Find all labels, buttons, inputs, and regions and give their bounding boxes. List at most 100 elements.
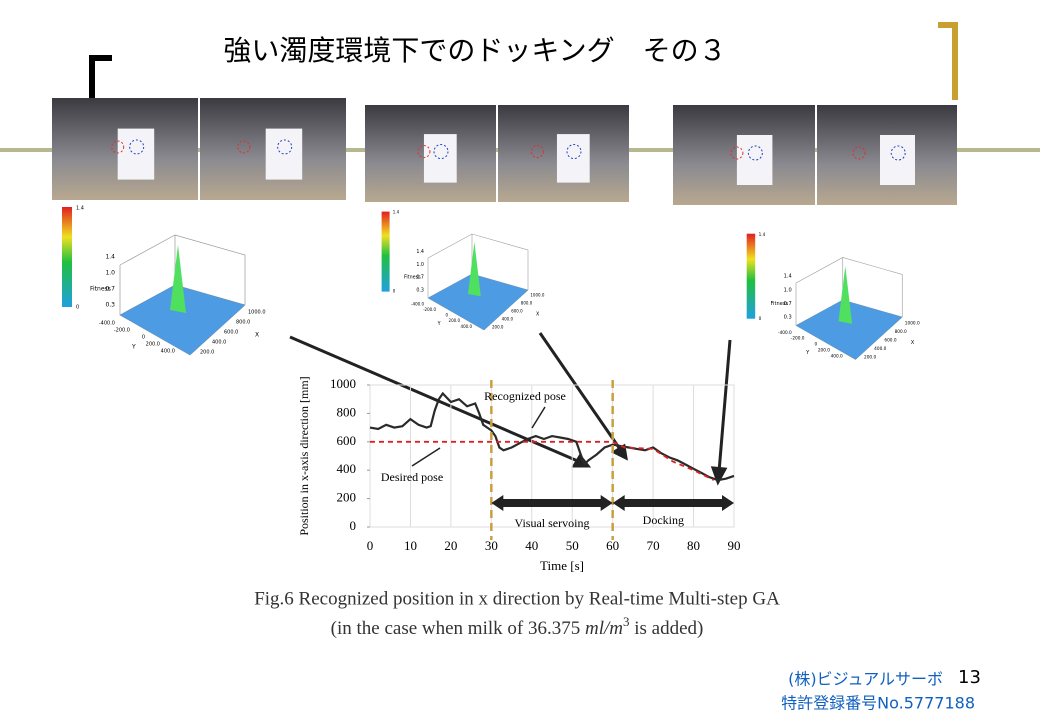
z-tick: 1.0 [784, 287, 792, 293]
surface-plot: 1.401.41.00.70.3Fitness-400.0-200.00200.… [62, 206, 266, 356]
x-tick: 400.0 [502, 317, 514, 322]
marker [417, 145, 431, 159]
x-tick-label: 90 [728, 538, 741, 553]
y-tick: -200.0 [423, 307, 436, 312]
x-tick-label: 70 [647, 538, 660, 553]
y-tick: -400.0 [778, 330, 792, 336]
slide-title: 強い濁度環境下でのドッキング その３ [223, 34, 726, 67]
colorbar-tick: 1.4 [76, 206, 84, 212]
company: (株)ビジュアルサーボ [788, 670, 943, 689]
x-tick: 200.0 [200, 350, 214, 356]
phase-arrow [612, 495, 734, 511]
y-tick: -200.0 [791, 336, 805, 342]
marker [747, 145, 763, 161]
y-tick: 200.0 [449, 318, 461, 323]
colorbar-tick: 1.4 [393, 209, 400, 214]
z-tick: 1.0 [416, 262, 424, 268]
marker [111, 140, 125, 154]
y-tick-label: 400 [337, 461, 357, 476]
y-tick: 400.0 [831, 354, 843, 360]
surface [796, 300, 903, 360]
x-tick: 800.0 [236, 320, 250, 326]
x-tick: 200.0 [864, 354, 876, 360]
photos [52, 98, 957, 205]
x-tick-label: 60 [606, 538, 619, 553]
x-tick: 600.0 [884, 337, 896, 343]
marker [277, 139, 293, 155]
y-tick: -200.0 [114, 328, 130, 334]
z-tick: 1.4 [105, 254, 115, 261]
y-tick-label: 200 [337, 490, 357, 505]
photo-object [556, 134, 590, 183]
marker [890, 145, 906, 161]
marker [566, 144, 582, 160]
z-label: Fitness [404, 275, 421, 281]
marker [129, 139, 145, 155]
y-tick: -400.0 [99, 321, 115, 327]
x-tick: 1000.0 [530, 293, 544, 298]
surface-plots: 1.401.41.00.70.3Fitness-400.0-200.00200.… [62, 206, 920, 360]
marker [530, 145, 544, 159]
series-line [369, 391, 735, 482]
y-tick-label: 800 [337, 404, 357, 419]
colorbar-tick: 1.4 [759, 232, 766, 238]
x-tick-label: 20 [444, 538, 457, 553]
y-tick: 400.0 [161, 349, 175, 355]
marker [852, 146, 866, 160]
x-tick: 400.0 [212, 340, 226, 346]
photo-object [880, 135, 915, 185]
y-tick: 400.0 [461, 324, 473, 329]
colorbar-tick: 0 [759, 316, 762, 322]
colorbar-tick: 0 [76, 305, 79, 311]
surface [120, 285, 245, 355]
y-tick-label: 600 [337, 433, 357, 448]
annotation-arrow [531, 406, 546, 429]
x-tick: 600.0 [511, 309, 523, 314]
annotation: Desired pose [381, 470, 443, 484]
caption-part: (in the case when milk of 36.375 [331, 618, 585, 639]
z-tick: 0.3 [105, 302, 115, 309]
phase-label: Docking [643, 513, 684, 527]
colorbar-tick: 0 [393, 289, 396, 294]
photo-object [736, 135, 773, 185]
bracket [89, 55, 112, 100]
x-tick-label: 10 [404, 538, 417, 553]
x-label: X [536, 312, 540, 318]
marker [237, 140, 251, 154]
marker [433, 144, 449, 160]
bracket [938, 22, 958, 100]
chart: 0 10 20 30 40 50 60 70 80 90 0 200 400 600 800 1000 Time… [297, 376, 741, 573]
surface-plot: 1.401.41.00.70.3Fitness-400.0-200.00200.… [746, 232, 920, 360]
page-number: 13 [958, 667, 981, 688]
y-tick: -400.0 [411, 301, 424, 306]
z-tick: 1.4 [784, 274, 792, 280]
caption-part: ml/m [585, 618, 623, 639]
peak [838, 266, 853, 324]
z-tick: 0.7 [784, 301, 792, 307]
phase-arrow [491, 495, 613, 511]
phase-label: Visual servoing [515, 516, 590, 530]
z-tick: 0.7 [416, 275, 424, 281]
x-tick: 800.0 [521, 301, 533, 306]
x-tick: 1000.0 [905, 320, 920, 326]
z-label: Fitness [771, 301, 789, 307]
caption: Fig.6 Recognized position in x direction… [254, 588, 780, 609]
z-tick: 1.0 [105, 270, 115, 277]
colorbar [62, 207, 72, 307]
annotation: Recognized pose [484, 389, 566, 403]
z-label: Fitness [90, 286, 111, 293]
y-tick: 0 [815, 342, 818, 348]
x-tick: 600.0 [224, 330, 238, 336]
pointers [289, 332, 732, 486]
caption-part: is added) [629, 618, 703, 639]
x-tick: 800.0 [895, 329, 907, 335]
x-tick: 400.0 [874, 346, 886, 352]
z-tick: 1.4 [416, 249, 424, 255]
x-label: X [911, 340, 915, 346]
caption: (in the case when milk of 36.375 ml/m3 i… [331, 614, 704, 639]
x-tick-label: 50 [566, 538, 579, 553]
colorbar [746, 233, 756, 319]
x-tick: 200.0 [492, 325, 504, 330]
y-label: Y [805, 350, 810, 356]
x-tick-label: 40 [525, 538, 538, 553]
